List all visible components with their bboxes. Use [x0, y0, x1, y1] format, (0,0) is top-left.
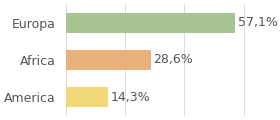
- Bar: [66, 87, 108, 107]
- Text: 57,1%: 57,1%: [237, 16, 277, 29]
- Text: 14,3%: 14,3%: [111, 91, 150, 104]
- Bar: [66, 13, 235, 33]
- Bar: [66, 50, 151, 70]
- Text: 28,6%: 28,6%: [153, 54, 193, 66]
